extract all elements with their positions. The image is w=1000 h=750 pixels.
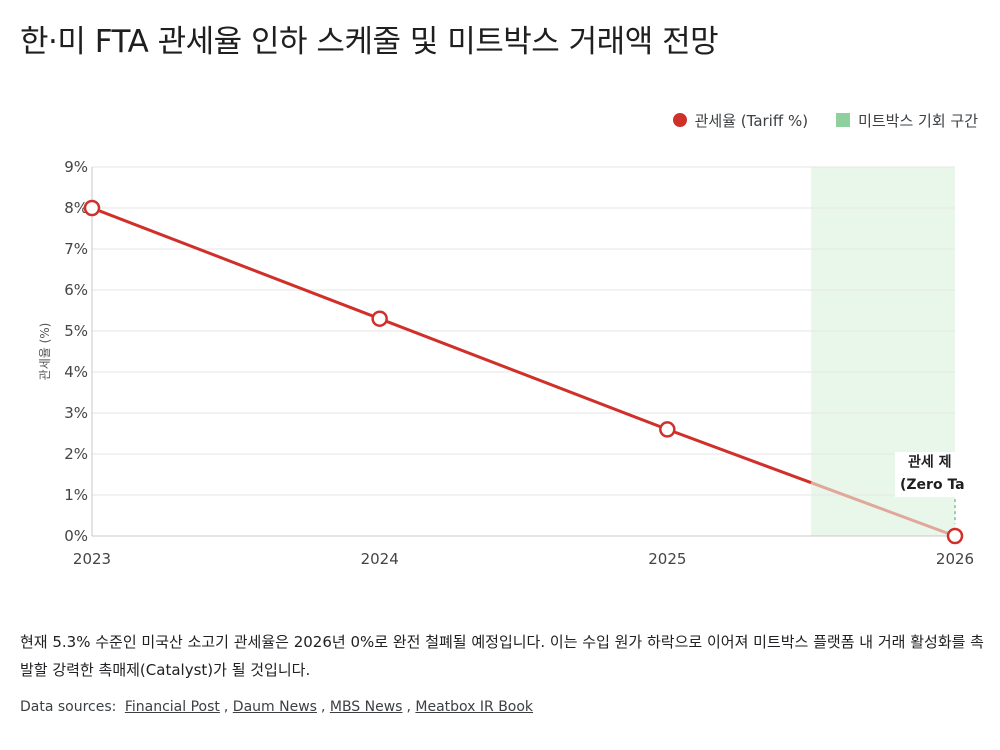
- y-tick-label: 1%: [64, 486, 88, 504]
- source-link-daum-news[interactable]: Daum News: [232, 699, 317, 715]
- chart-description: 현재 5.3% 수준인 미국산 소고기 관세율은 2026년 0%로 완전 철폐…: [20, 633, 984, 679]
- y-tick-label: 8%: [64, 199, 88, 217]
- annotation-box: 관세 제 (Zero Ta: [895, 451, 965, 498]
- chart-legend: 관세율 (Tariff %) 미트박스 기회 구간: [645, 108, 978, 132]
- data-point: [83, 199, 101, 217]
- y-axis-title: 관세율 (%): [38, 323, 52, 381]
- line-chart: 0% 1% 2% 3% 4% 5% 6% 7% 8% 9% 2023 2024 2025 2026 관세율 …: [38, 158, 974, 568]
- legend-item-tariff[interactable]: 관세율 (Tariff %): [672, 110, 809, 131]
- y-tick-label: 9%: [64, 158, 88, 176]
- legend-label-zone: 미트박스 기회 구간: [858, 111, 978, 130]
- legend-item-opportunity-zone[interactable]: 미트박스 기회 구간: [836, 110, 978, 131]
- annotation-line-2: (Zero Ta: [900, 477, 965, 493]
- data-point: [371, 310, 388, 327]
- y-tick-label: 6%: [64, 281, 88, 299]
- chart-title: 한·미 FTA 관세율 인하 스케줄 및 미트박스 거래액 전망: [20, 24, 719, 60]
- y-tick-label: 4%: [64, 363, 88, 381]
- annotation-line-1: 관세 제: [908, 453, 952, 470]
- tariff-line-zone-segment: [810, 481, 956, 538]
- annotation-background: [895, 451, 959, 498]
- legend-dot-icon: [672, 113, 687, 127]
- x-tick-label: 2024: [361, 550, 399, 568]
- x-tick-label: 2023: [73, 550, 111, 568]
- y-tick-label: 2%: [64, 445, 88, 463]
- y-tick-label: 7%: [64, 240, 88, 258]
- y-tick-label: 3%: [64, 404, 88, 422]
- sources-label: Data sources:: [20, 699, 117, 715]
- x-tick-label: 2026: [936, 550, 974, 568]
- legend-label-tariff: 관세율 (Tariff %): [694, 111, 809, 130]
- data-sources: Data sources: Financial Post, Daum News,…: [20, 699, 534, 715]
- x-tick-label: 2025: [648, 550, 686, 568]
- tariff-line: [91, 206, 812, 485]
- legend-square-icon: [836, 113, 851, 127]
- y-tick-label: 0%: [64, 527, 88, 545]
- data-point: [659, 421, 676, 438]
- y-tick-label: 5%: [64, 322, 88, 340]
- source-link-meatbox-ir-book[interactable]: Meatbox IR Book: [415, 699, 534, 715]
- source-link-mbs-news[interactable]: MBS News: [329, 699, 403, 715]
- source-link-financial-post[interactable]: Financial Post: [124, 699, 220, 715]
- data-point: [946, 527, 964, 545]
